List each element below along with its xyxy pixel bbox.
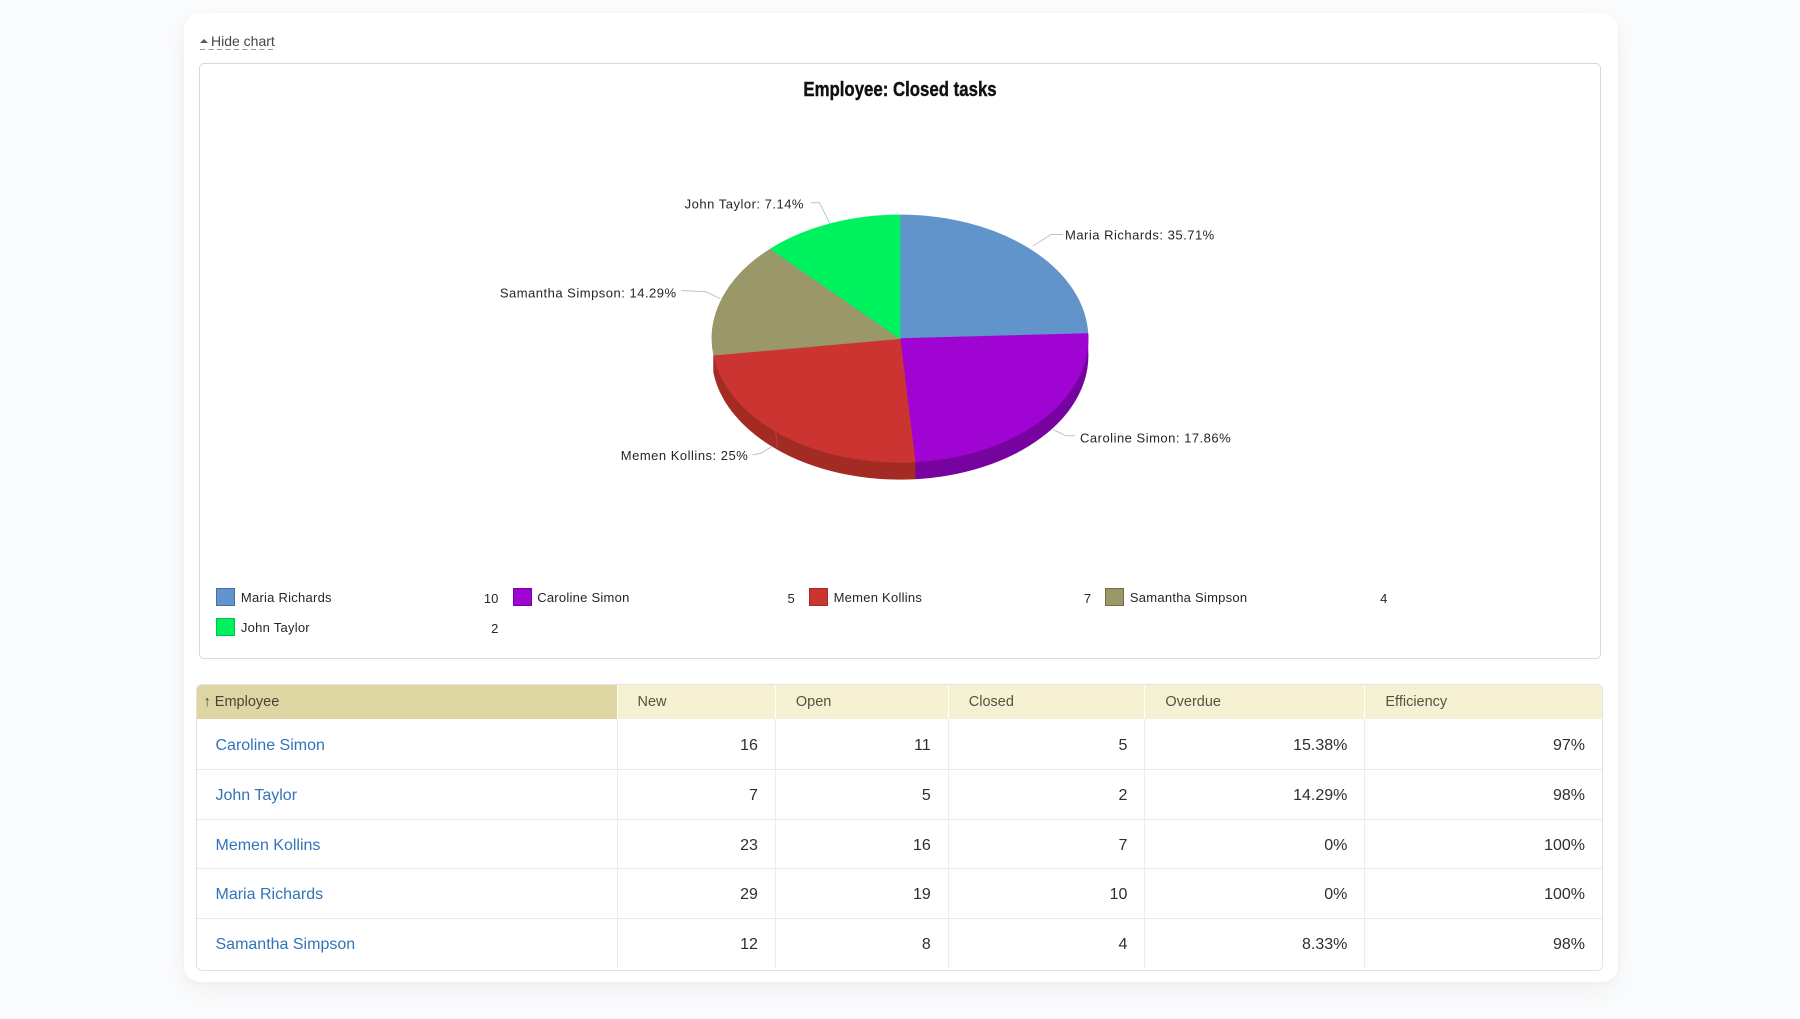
svg-text:Maria Richards: 35.71%: Maria Richards: 35.71% [1065, 228, 1215, 243]
svg-text:Caroline Simon: 17.86%: Caroline Simon: 17.86% [1080, 431, 1231, 446]
svg-text:Memen Kollins: 25%: Memen Kollins: 25% [621, 448, 749, 463]
svg-text:John Taylor: 7.14%: John Taylor: 7.14% [685, 197, 804, 212]
svg-text:Samantha Simpson: 14.29%: Samantha Simpson: 14.29% [500, 286, 677, 301]
